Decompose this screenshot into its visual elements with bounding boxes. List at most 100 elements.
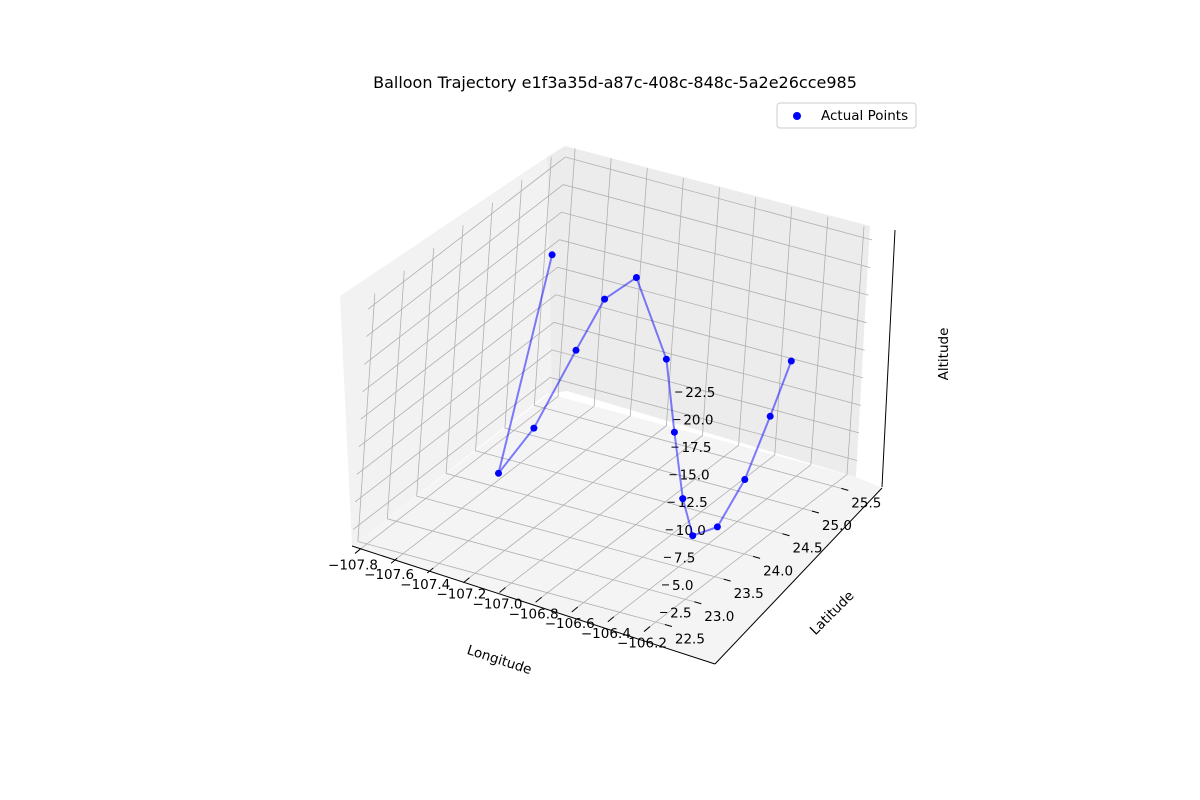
x-tick <box>463 577 470 584</box>
left-pane <box>340 157 552 546</box>
z-tick-label: 15.0 <box>680 468 710 484</box>
x-grid-line <box>649 226 865 627</box>
z-grid-line <box>368 156 873 310</box>
y-tick <box>723 578 731 582</box>
trajectory-point <box>495 469 502 477</box>
axis-lines <box>351 229 896 665</box>
z-grid-line <box>358 294 863 448</box>
z-grid-line <box>356 321 862 475</box>
z-ticks: 2.55.07.510.012.515.017.520.022.5 <box>660 385 715 621</box>
x-tick-label: −107.4 <box>400 577 450 593</box>
y-tick-label: 25.0 <box>822 518 852 534</box>
x-tick-label: −107.8 <box>328 557 378 573</box>
y-axis-line <box>714 487 883 665</box>
x-tick-label: −107.2 <box>436 587 486 603</box>
y-tick-label: 24.5 <box>792 541 822 557</box>
trajectory-point <box>713 523 721 531</box>
trajectory-line <box>497 254 793 538</box>
x-axis-label: Longitude <box>465 642 534 678</box>
legend: Actual Points <box>776 102 917 129</box>
x-grid-line <box>541 197 757 598</box>
legend-entry: Actual Points <box>821 108 908 124</box>
z-tick-label: 20.0 <box>683 413 713 429</box>
chart-title: Balloon Trajectory e1f3a35d-a87c-408c-84… <box>373 73 857 92</box>
x-grid-line <box>577 207 793 608</box>
x-tick-label: −107.6 <box>364 567 414 583</box>
trajectory-point <box>530 424 538 432</box>
trajectory-point <box>632 274 640 281</box>
z-tick-label: 2.5 <box>670 605 691 621</box>
y-tick-label: 22.5 <box>675 631 705 647</box>
z-tick-label: 17.5 <box>681 440 711 456</box>
y-axis-label: Latitude <box>807 588 858 639</box>
x-tick-label: −106.8 <box>509 606 559 622</box>
z-grid-line <box>354 349 860 503</box>
z-grid-line <box>364 211 869 365</box>
back-pane <box>547 146 567 394</box>
y-ticks: 22.5 23.023.5 24.0 24.525.0 25.5 <box>664 487 881 647</box>
x-grid-line <box>613 216 829 618</box>
x-grid-line <box>360 148 576 549</box>
legend-marker <box>793 112 801 120</box>
z-tick-label: 5.0 <box>672 578 693 594</box>
trajectory-point <box>670 428 678 436</box>
trajectory-point <box>572 346 580 354</box>
y-tick <box>811 510 820 514</box>
y-grid-line <box>533 157 842 489</box>
z-grid-line <box>352 377 858 530</box>
x-tick-label: −106.4 <box>581 626 631 642</box>
trajectory-point <box>689 532 697 540</box>
x-tick <box>643 626 651 632</box>
y-tick <box>841 487 849 491</box>
legend-box <box>776 102 917 129</box>
trajectory-point <box>766 412 774 420</box>
y-tick-label: 25.5 <box>851 495 881 511</box>
x-tick-label: −106.6 <box>545 616 595 632</box>
y-grid-line <box>475 202 783 535</box>
x-tick-label: −107.0 <box>473 597 523 613</box>
y-tick <box>694 601 702 605</box>
x-tick <box>426 567 434 574</box>
z-grid-line <box>366 184 871 337</box>
trajectory-point <box>548 251 556 259</box>
right-pane <box>565 146 870 477</box>
trajectory-point <box>741 476 749 483</box>
y-tick <box>752 555 761 559</box>
trajectory-point <box>662 355 670 363</box>
y-tick-label: 23.5 <box>734 586 764 602</box>
x-grid-line <box>396 158 612 559</box>
y-tick <box>782 533 790 537</box>
y-tick-label: 23.0 <box>704 609 734 625</box>
x-tick-label: −106.2 <box>617 636 667 652</box>
x-grid-line <box>469 177 684 579</box>
trajectory-point <box>679 495 687 503</box>
trajectory-point <box>601 295 609 303</box>
y-grid-line <box>357 293 665 625</box>
z-tick-label: 22.5 <box>685 385 715 401</box>
x-grid-line <box>433 167 648 569</box>
y-grid-line <box>386 270 695 603</box>
y-tick <box>664 623 673 627</box>
y-grid-line <box>504 180 812 512</box>
x-tick <box>499 587 506 593</box>
x-axis-line <box>351 545 716 665</box>
x-tick <box>571 606 579 613</box>
trajectory-point <box>787 357 795 365</box>
z-axis-line <box>881 229 896 488</box>
axis-panes <box>340 146 882 664</box>
z-grid-line <box>362 239 867 393</box>
grid-lines <box>352 148 873 627</box>
x-tick <box>354 548 362 554</box>
y-tick-label: 24.0 <box>763 563 793 579</box>
trajectory-layer <box>495 251 795 540</box>
z-grid-line <box>360 266 865 420</box>
x-tick <box>390 557 398 564</box>
x-tick <box>535 596 542 603</box>
y-grid-line <box>416 248 724 580</box>
z-axis-label: Altitude <box>936 328 952 381</box>
z-tick-label: 7.5 <box>674 550 695 566</box>
y-grid-line <box>445 225 754 557</box>
floor-pane <box>352 394 882 664</box>
x-grid-line <box>505 187 720 588</box>
